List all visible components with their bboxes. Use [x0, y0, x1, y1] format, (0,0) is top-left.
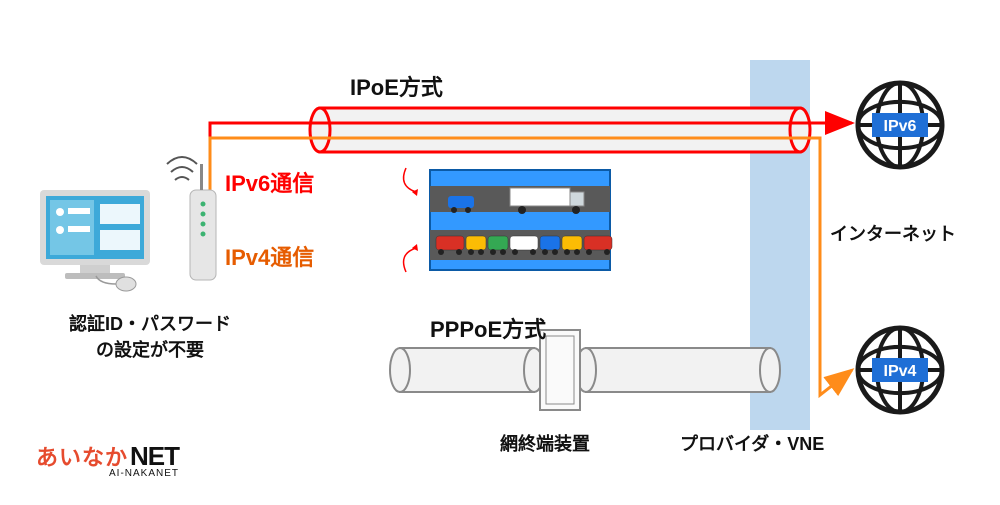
- logo-jp: あいなか: [36, 445, 128, 470]
- router-icon: [190, 164, 216, 280]
- svg-text:IPv6: IPv6: [884, 118, 917, 135]
- svg-text:IPv4: IPv4: [884, 363, 917, 380]
- logo-en: NET: [130, 441, 179, 471]
- wifi-icon: [167, 157, 197, 180]
- globe-ipv4-icon: IPv4: [858, 328, 942, 412]
- computer-icon: [40, 190, 150, 279]
- tube: [310, 108, 810, 152]
- internet-label: インターネット: [830, 220, 956, 246]
- nte-label: 網終端装置: [500, 430, 590, 456]
- ipv4-comm-label: IPv4通信: [225, 240, 314, 272]
- globe-ipv6-icon: IPv6: [858, 83, 942, 167]
- brand-logo: あいなかNETAI-NAKANET: [36, 440, 179, 479]
- ipv6-comm-label: IPv6通信: [225, 166, 314, 198]
- auth-line1: 認証ID・パスワード: [40, 310, 260, 336]
- mouse-icon: [116, 277, 136, 291]
- auth-line2: の設定が不要: [40, 336, 260, 362]
- tube: [390, 348, 544, 392]
- ipoe-title: IPoE方式: [350, 70, 443, 102]
- tube: [576, 348, 780, 392]
- traffic-illustration: [430, 170, 612, 270]
- pppoe-title: PPPoE方式: [430, 312, 546, 344]
- provider-label: プロバイダ・VNE: [680, 430, 824, 456]
